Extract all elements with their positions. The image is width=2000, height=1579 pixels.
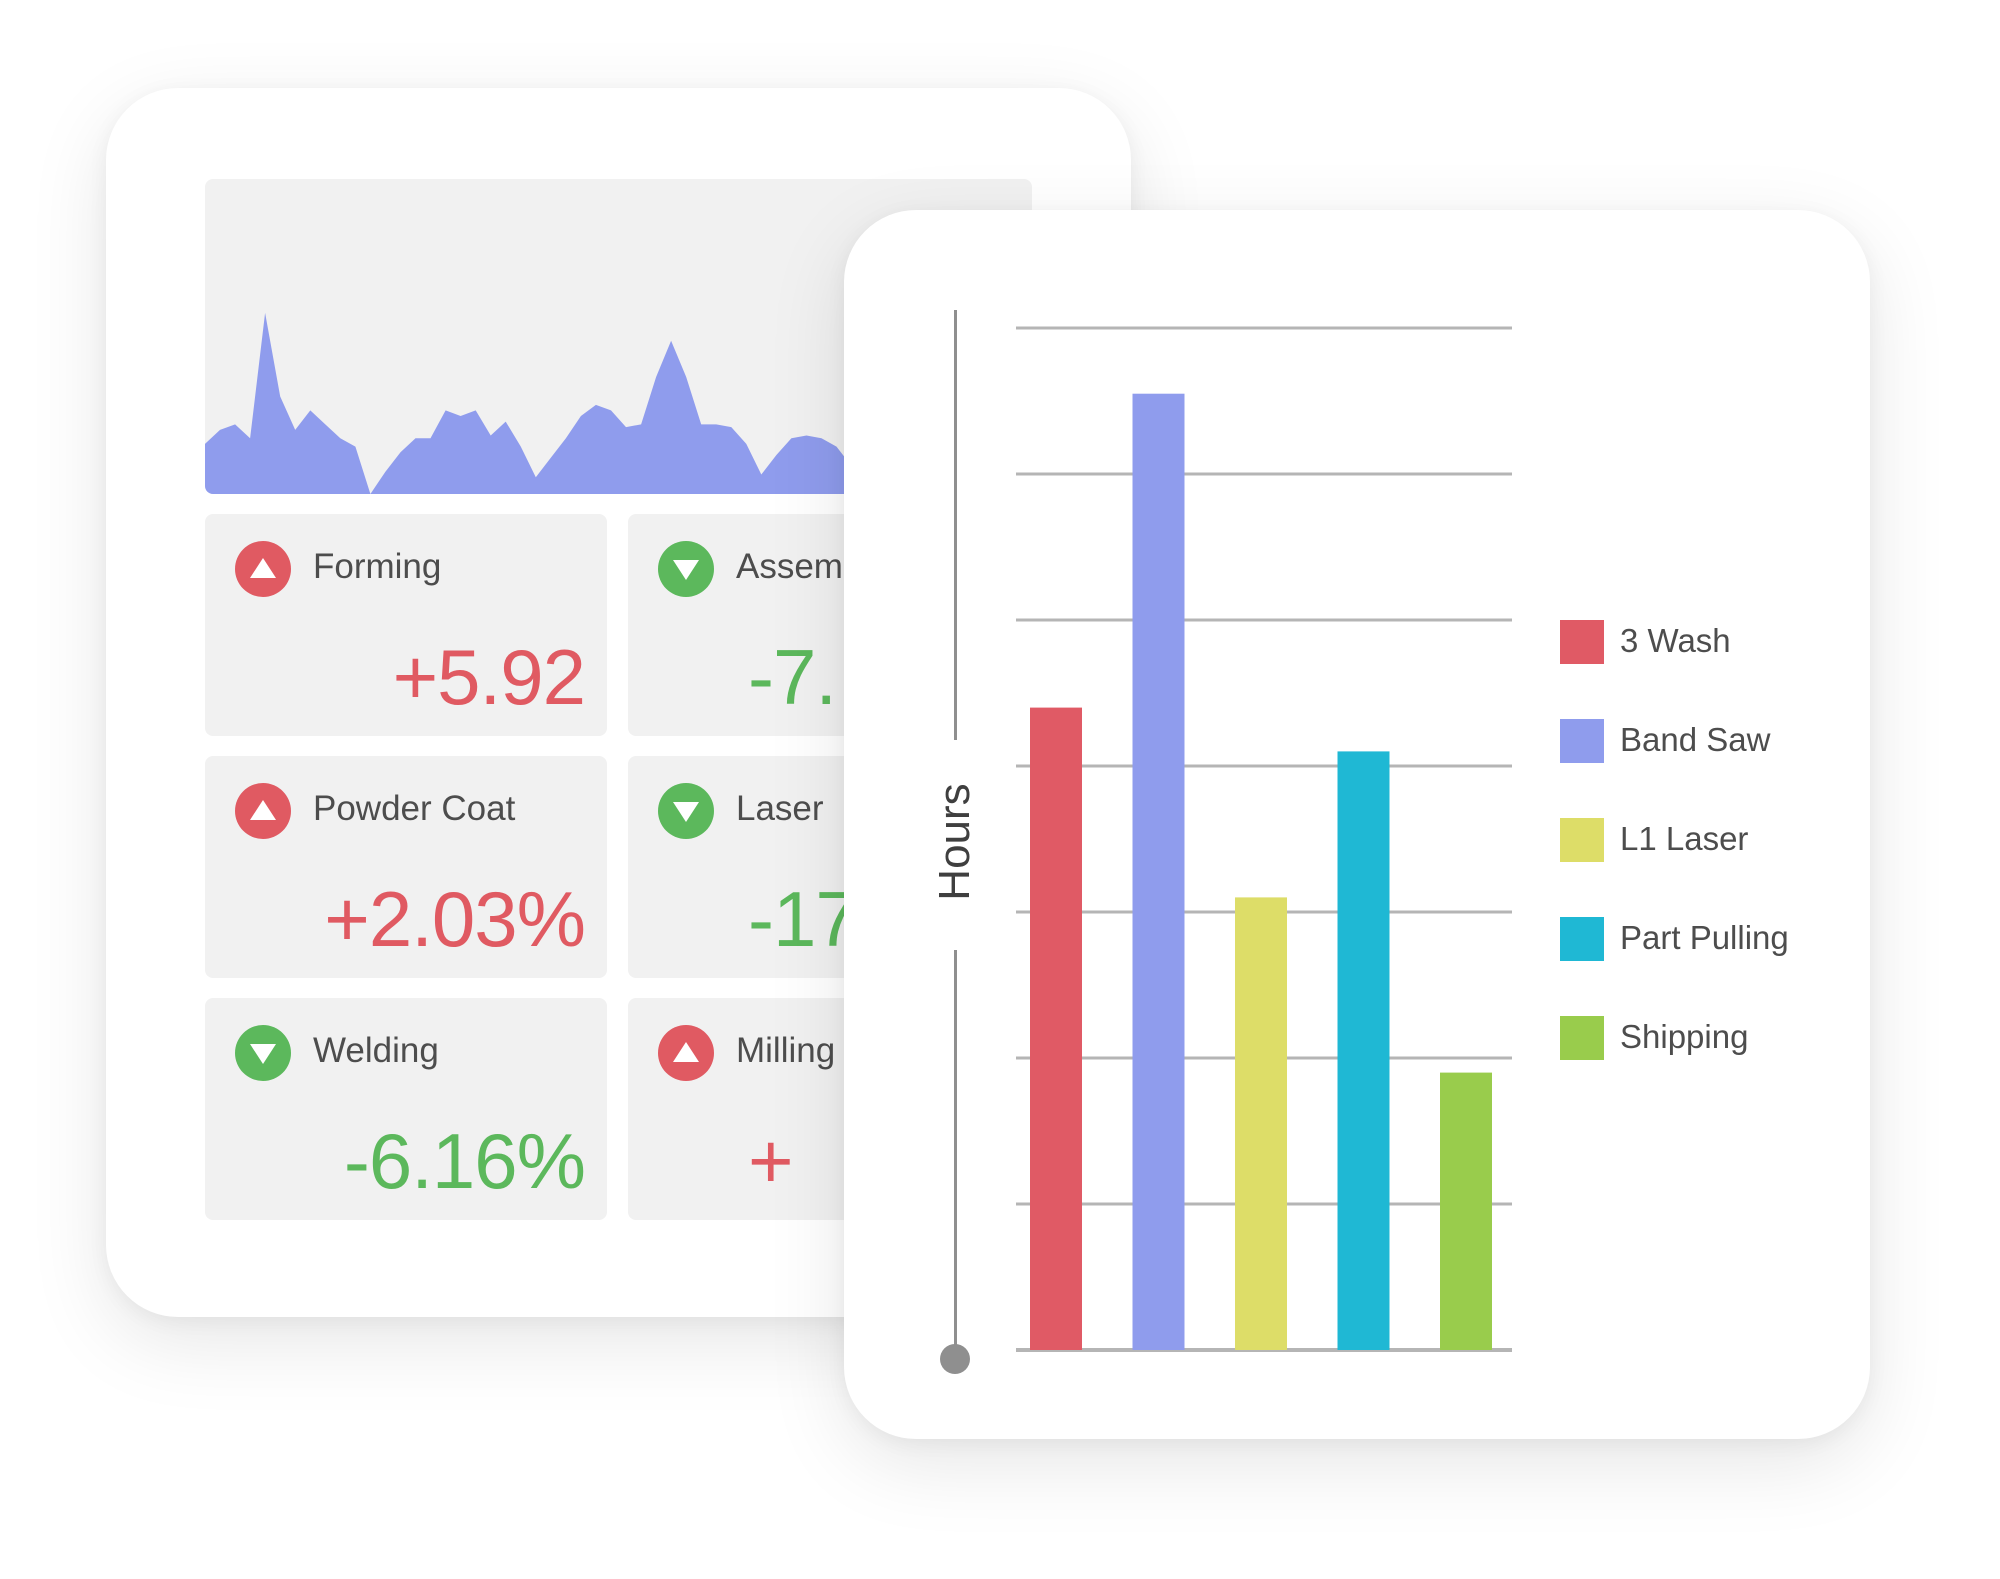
legend-label: Part Pulling [1620, 919, 1789, 956]
metric-name: Forming [313, 547, 442, 586]
bar-shipping[interactable] [1440, 1072, 1492, 1350]
hours-bar-chart-card: Hours 3 Wash Band Saw L1 Laser Part Pulling… [844, 210, 1870, 1439]
legend-label: Shipping [1620, 1018, 1749, 1055]
legend-swatch [1560, 620, 1604, 664]
trend-down-icon [235, 1025, 291, 1081]
legend-swatch [1560, 1016, 1604, 1060]
metric-name: Milling [736, 1031, 836, 1070]
bar-part-pulling[interactable] [1337, 751, 1390, 1350]
metric-value: +2.03% [324, 875, 586, 963]
trend-down-icon [658, 783, 714, 839]
bar-l1-laser[interactable] [1235, 897, 1287, 1350]
sparkline-area [205, 312, 1032, 494]
metric-tile-welding[interactable]: Welding -6.16% [205, 998, 607, 1220]
legend-swatch [1560, 719, 1604, 763]
y-axis-line [954, 950, 957, 1360]
y-axis-line [954, 310, 957, 740]
metric-value: +5.92 [392, 633, 586, 721]
y-axis-origin-dot [940, 1344, 970, 1374]
metric-name: Welding [313, 1031, 439, 1070]
legend-label: L1 Laser [1620, 820, 1749, 857]
legend-label: Band Saw [1620, 721, 1771, 758]
metric-value: + [748, 1117, 794, 1205]
sparkline-svg [205, 312, 1032, 494]
metric-name: Powder Coat [313, 789, 516, 828]
bar-chart-svg [1016, 326, 1512, 1352]
metric-value: -7. [748, 633, 837, 721]
bar-3-wash[interactable] [1030, 707, 1082, 1350]
metric-value: -6.16% [343, 1117, 586, 1205]
metric-name: Laser [736, 789, 824, 828]
trend-down-icon [658, 541, 714, 597]
bar-band-saw[interactable] [1132, 393, 1185, 1350]
trend-up-icon [658, 1025, 714, 1081]
legend-swatch [1560, 917, 1604, 961]
metric-tile-forming[interactable]: Forming +5.92 [205, 514, 607, 736]
y-axis-title: Hours [930, 783, 979, 901]
trend-up-icon [235, 783, 291, 839]
legend-label: 3 Wash [1620, 622, 1731, 659]
legend-swatch [1560, 818, 1604, 862]
trend-up-icon [235, 541, 291, 597]
metric-tile-powder-coat[interactable]: Powder Coat +2.03% [205, 756, 607, 978]
